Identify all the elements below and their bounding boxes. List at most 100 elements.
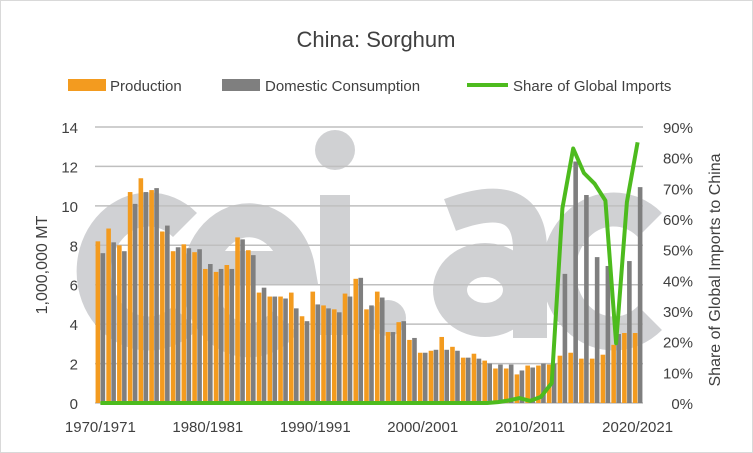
bar-consumption bbox=[358, 277, 364, 403]
bar-consumption bbox=[498, 364, 503, 403]
bar-consumption bbox=[573, 161, 578, 403]
y2-tick-label: 50% bbox=[663, 243, 693, 260]
x-tick-label: 1990/1991 bbox=[280, 419, 351, 436]
bar-consumption bbox=[186, 248, 192, 403]
bar-consumption bbox=[465, 357, 471, 403]
bar-consumption bbox=[304, 321, 310, 403]
bar-production bbox=[278, 296, 283, 403]
bar-production bbox=[482, 360, 487, 403]
bar-consumption bbox=[422, 352, 428, 403]
bar-consumption bbox=[229, 268, 235, 403]
share-line bbox=[100, 141, 640, 405]
bar-consumption bbox=[208, 264, 213, 403]
bar-production bbox=[170, 251, 176, 403]
bar-production bbox=[493, 368, 498, 403]
bar-production bbox=[568, 352, 573, 403]
legend-swatch-production bbox=[68, 79, 106, 91]
bar-production bbox=[600, 354, 606, 403]
y-axis-title: 1,000,000 MT bbox=[34, 215, 51, 314]
legend-label-share: Share of Global Imports bbox=[513, 78, 671, 95]
bar-production bbox=[267, 296, 273, 403]
watermark-letter-i-dot bbox=[315, 130, 355, 170]
legend: Production Domestic Consumption Share of… bbox=[68, 78, 671, 95]
bar-consumption bbox=[218, 268, 224, 403]
bar-production bbox=[224, 265, 230, 403]
bar-consumption bbox=[551, 363, 557, 403]
bar-production bbox=[611, 344, 616, 403]
y2-axis-title: Share of Global Imports to China bbox=[707, 153, 724, 386]
bar-consumption bbox=[637, 187, 643, 403]
bar-consumption bbox=[627, 261, 632, 403]
bar-consumption bbox=[197, 249, 202, 403]
bar-production bbox=[288, 292, 294, 403]
bar-production bbox=[407, 339, 412, 403]
bar-consumption bbox=[347, 296, 353, 403]
y-tick-label: 2 bbox=[70, 357, 78, 374]
x-tick-label: 2020/2021 bbox=[602, 419, 673, 436]
bar-consumption bbox=[369, 305, 374, 403]
bar-consumption bbox=[444, 349, 450, 403]
bar-consumption bbox=[283, 298, 288, 403]
bar-consumption bbox=[293, 308, 299, 403]
bar-consumption bbox=[433, 349, 439, 403]
bar-production bbox=[514, 374, 520, 403]
y2-tick-label: 80% bbox=[663, 151, 693, 168]
bar-consumption bbox=[154, 188, 159, 403]
bar-consumption bbox=[616, 334, 621, 403]
bar-production bbox=[374, 291, 380, 403]
y2-tick-label: 40% bbox=[663, 273, 693, 290]
y2-tick-label: 90% bbox=[663, 120, 693, 137]
bar-production bbox=[557, 355, 563, 403]
bar-production bbox=[192, 252, 197, 403]
bar-consumption bbox=[487, 363, 492, 403]
y2-tick-label: 30% bbox=[663, 304, 693, 321]
bar-production bbox=[342, 293, 348, 403]
bar-consumption bbox=[401, 321, 407, 403]
bar-production bbox=[622, 333, 627, 403]
bar-consumption bbox=[336, 312, 342, 403]
bar-production bbox=[536, 365, 541, 403]
bar-production bbox=[471, 353, 477, 403]
bar-consumption bbox=[508, 364, 514, 403]
legend-label-production: Production bbox=[110, 78, 182, 95]
bar-consumption bbox=[326, 308, 331, 403]
bar-production bbox=[353, 278, 359, 403]
bar-consumption bbox=[594, 257, 600, 403]
bar-consumption bbox=[519, 370, 525, 403]
bar-production bbox=[149, 190, 154, 403]
bar-production bbox=[428, 350, 434, 403]
legend-label-consumption: Domestic Consumption bbox=[265, 78, 420, 95]
bar-production bbox=[503, 368, 509, 403]
bar-production bbox=[213, 271, 219, 403]
x-tick-label: 1980/1981 bbox=[172, 419, 243, 436]
bar-production bbox=[117, 245, 122, 403]
bar-production bbox=[310, 291, 316, 403]
y-tick-label: 10 bbox=[61, 199, 78, 216]
y-tick-label: 0 bbox=[70, 396, 78, 413]
bar-consumption bbox=[240, 239, 245, 403]
bar-consumption bbox=[175, 247, 181, 403]
x-axis: 1970/1971 1980/1981 1990/1991 2000/2001 2010… bbox=[65, 419, 673, 436]
y-tick-label: 4 bbox=[70, 317, 78, 334]
bar-production bbox=[127, 192, 133, 403]
x-tick-label: 2000/2001 bbox=[387, 419, 458, 436]
bar-production bbox=[321, 305, 326, 403]
y-tick-label: 8 bbox=[70, 238, 78, 255]
bar-production bbox=[331, 309, 337, 403]
bar-consumption bbox=[143, 192, 149, 403]
bar-production bbox=[632, 333, 638, 403]
y2-tick-label: 20% bbox=[663, 335, 693, 352]
bar-production bbox=[181, 244, 187, 403]
y-axis-left: 0 2 4 6 8 10 12 14 bbox=[61, 120, 78, 413]
bar-production bbox=[396, 322, 402, 403]
y2-tick-label: 10% bbox=[663, 365, 693, 382]
legend-swatch-consumption bbox=[222, 79, 260, 91]
bar-consumption bbox=[455, 350, 460, 403]
bar-production bbox=[417, 352, 423, 403]
y-tick-label: 14 bbox=[61, 120, 78, 137]
bar-production bbox=[385, 332, 391, 403]
chart-title: China: Sorghum bbox=[297, 27, 456, 52]
bar-production bbox=[203, 268, 208, 403]
bar-production bbox=[256, 292, 262, 403]
